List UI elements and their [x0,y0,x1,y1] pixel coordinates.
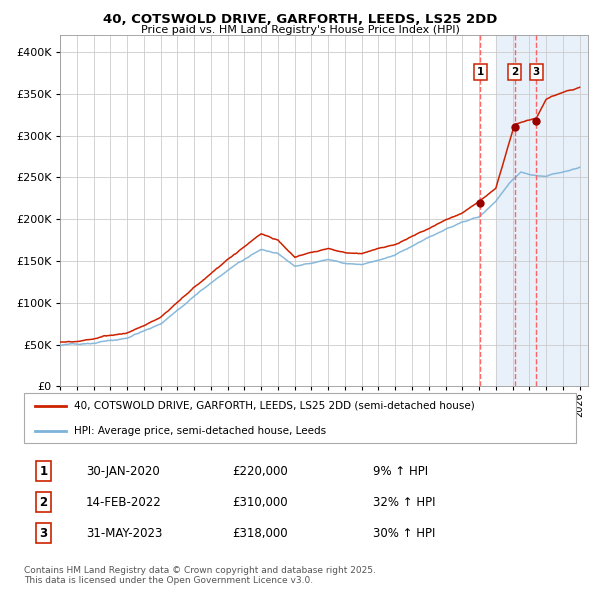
Bar [496,35,588,386]
Text: 1: 1 [477,67,484,77]
Text: 9% ↑ HPI: 9% ↑ HPI [373,464,428,477]
Text: HPI: Average price, semi-detached house, Leeds: HPI: Average price, semi-detached house,… [74,426,326,436]
FancyBboxPatch shape [23,394,577,443]
Text: 2: 2 [40,496,47,509]
Text: Contains HM Land Registry data © Crown copyright and database right 2025.
This d: Contains HM Land Registry data © Crown c… [23,566,376,585]
Text: 40, COTSWOLD DRIVE, GARFORTH, LEEDS, LS25 2DD: 40, COTSWOLD DRIVE, GARFORTH, LEEDS, LS2… [103,13,497,26]
Text: 32% ↑ HPI: 32% ↑ HPI [373,496,436,509]
Text: 14-FEB-2022: 14-FEB-2022 [86,496,161,509]
Text: £220,000: £220,000 [232,464,288,477]
Text: £310,000: £310,000 [232,496,288,509]
Text: 3: 3 [533,67,540,77]
Text: 1: 1 [40,464,47,477]
Text: 40, COTSWOLD DRIVE, GARFORTH, LEEDS, LS25 2DD (semi-detached house): 40, COTSWOLD DRIVE, GARFORTH, LEEDS, LS2… [74,401,475,411]
Text: 31-MAY-2023: 31-MAY-2023 [86,527,162,540]
Text: 30-JAN-2020: 30-JAN-2020 [86,464,160,477]
Text: 30% ↑ HPI: 30% ↑ HPI [373,527,436,540]
Text: Price paid vs. HM Land Registry's House Price Index (HPI): Price paid vs. HM Land Registry's House … [140,25,460,35]
Text: 2: 2 [511,67,518,77]
Text: £318,000: £318,000 [232,527,288,540]
Text: 3: 3 [40,527,47,540]
